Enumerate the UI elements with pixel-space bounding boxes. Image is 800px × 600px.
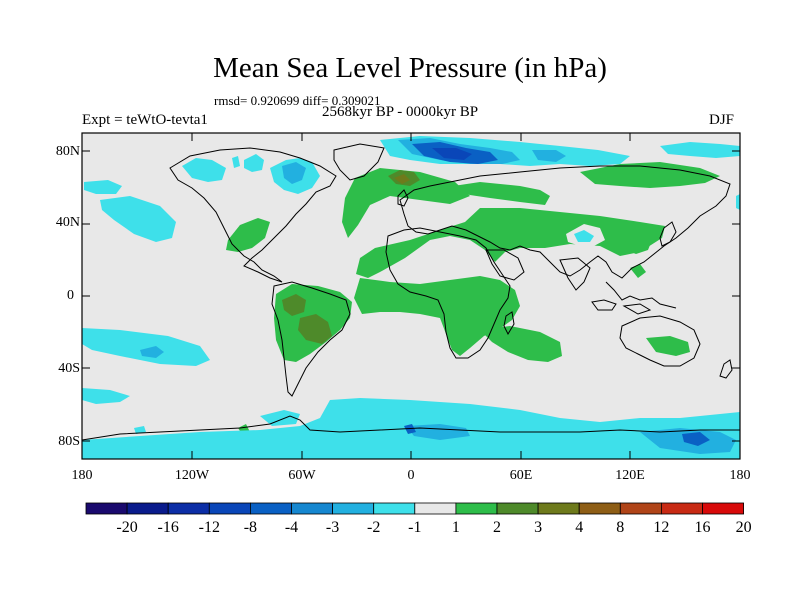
colorbar-swatch — [373, 502, 416, 515]
colorbar-label: -2 — [367, 519, 381, 536]
positive-anomaly-strong-regions — [282, 170, 420, 344]
colorbar-swatch — [126, 502, 169, 515]
colorbar-label: 4 — [575, 519, 584, 536]
colorbar-swatch — [578, 502, 621, 515]
colorbar-label: -1 — [408, 519, 422, 536]
colorbar-label: -4 — [284, 519, 299, 536]
colorbar-label: 2 — [493, 519, 501, 536]
lat-label-equator: 0 — [67, 288, 74, 303]
lon-label-180e: 180 — [729, 468, 751, 483]
colorbar-label: 3 — [534, 519, 543, 536]
experiment-label: Expt = teWtO-tevta1 — [82, 112, 208, 128]
colorbar-swatch — [414, 502, 457, 515]
positive-anomaly-peak-regions — [394, 174, 410, 184]
lat-label-40s: 40S — [58, 361, 80, 376]
colorbar-swatch — [661, 502, 703, 515]
colorbar-swatch — [167, 502, 210, 515]
lat-label-80s: 80S — [58, 434, 80, 449]
map-field — [82, 133, 740, 459]
lon-label-60e: 60E — [509, 468, 533, 483]
colorbar-swatch — [455, 502, 498, 515]
colorbar-swatch — [291, 502, 333, 515]
colorbar-swatch — [249, 502, 292, 515]
colorbar-label: 12 — [653, 519, 670, 536]
colorbar-swatch — [496, 502, 539, 515]
negative-anomaly-peak-regions — [432, 148, 472, 160]
colorbar-label: -16 — [157, 519, 179, 536]
lon-label-0: 0 — [407, 468, 415, 483]
colorbar-label: 16 — [694, 519, 711, 536]
lon-label-120w: 120W — [174, 468, 210, 483]
colorbar-swatch — [85, 502, 128, 515]
rmsd-diff-stats: rmsd= 0.920699 diff= 0.309021 — [214, 93, 381, 108]
colorbar-swatch — [619, 502, 662, 515]
lon-label-180w: 180 — [71, 468, 93, 483]
colorbar-label: -8 — [243, 519, 258, 536]
time-period: 2568kyr BP - 0000kyr BP — [322, 104, 479, 120]
axis-ticks — [81, 133, 741, 459]
lon-label-60w: 60W — [288, 468, 316, 483]
colorbar-label: 20 — [735, 519, 752, 536]
coastlines — [82, 143, 740, 441]
season-label: DJF — [709, 112, 735, 128]
colorbar-label: 1 — [451, 519, 460, 536]
colorbar-swatch — [537, 502, 580, 515]
lat-label-80n: 80N — [55, 144, 80, 159]
colorbar-label: -3 — [325, 519, 340, 536]
colorbar-swatch — [702, 502, 744, 515]
colorbar-label: 8 — [616, 519, 625, 536]
colorbar-label: -20 — [116, 519, 138, 536]
lat-label-40n: 40N — [55, 215, 80, 230]
lon-label-120e: 120E — [615, 468, 645, 483]
map-title: Mean Sea Level Pressure (in hPa) — [213, 52, 607, 84]
colorbar-label: -12 — [198, 519, 220, 536]
colorbar-swatch — [332, 502, 375, 515]
colorbar-swatch — [208, 502, 251, 515]
